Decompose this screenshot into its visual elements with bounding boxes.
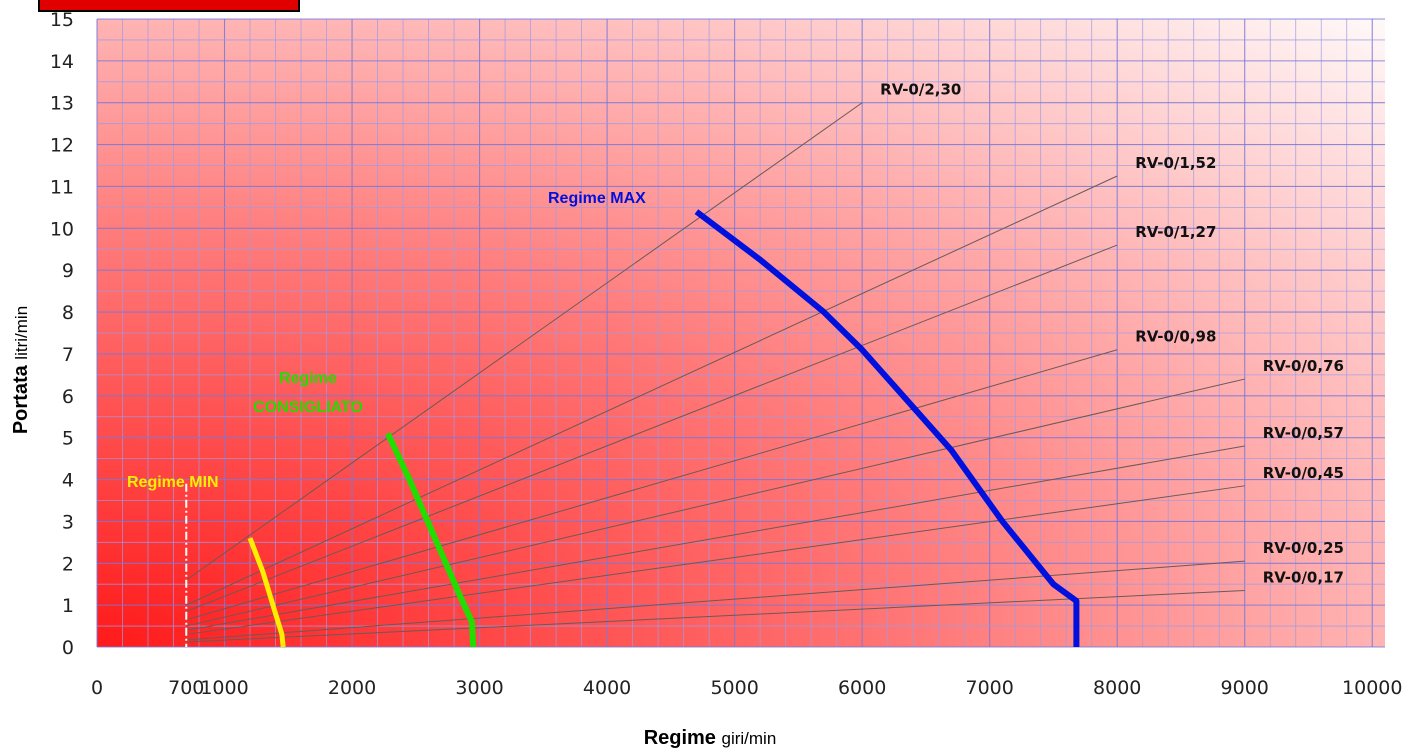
ratio-line: [186, 445, 1245, 631]
y-tick-label: 14: [50, 51, 74, 73]
x-tick-label: 8000: [1093, 677, 1141, 699]
y-tick-label: 6: [62, 386, 74, 408]
x-tick-label: 9000: [1221, 677, 1269, 699]
curve-line: [694, 209, 1080, 647]
y-tick-label: 5: [62, 428, 74, 450]
x-tick-label: 10000: [1342, 677, 1402, 699]
y-tick-label: 15: [50, 9, 74, 31]
ratio-label: RV-0/0,57: [1263, 424, 1344, 442]
x-tick-label: 2000: [328, 677, 376, 699]
y-tick-label: 10: [50, 218, 74, 240]
x-tick-label: 4000: [583, 677, 631, 699]
y-axis-title: Portata litri/min: [10, 306, 32, 434]
x-axis-title: Regime giri/min: [644, 727, 777, 749]
ratio-label: RV-0/1,27: [1135, 223, 1216, 241]
ratio-line: [185, 102, 863, 581]
regime-max-label: Regime MAX: [548, 190, 646, 207]
y-tick-label: 2: [62, 553, 74, 575]
ratio-label: RV-0/2,30: [880, 81, 961, 99]
y-tick-label: 8: [62, 302, 74, 324]
curve-line: [385, 432, 477, 648]
ratio-label: RV-0/0,25: [1263, 539, 1344, 557]
x-tick-label: 6000: [838, 677, 886, 699]
ratio-line: [186, 589, 1245, 643]
y-tick-label: 7: [62, 344, 74, 366]
regime-min-label: Regime MIN: [127, 474, 219, 491]
ratio-line: [186, 175, 1118, 606]
y-tick-label: 12: [50, 135, 74, 157]
ratio-line: [186, 349, 1118, 621]
y-tick-label: 9: [62, 260, 74, 282]
regime-consigliato-label: CONSIGLIATO: [253, 399, 363, 416]
ratio-line: [186, 378, 1245, 627]
x-tick-label: 1000: [200, 677, 248, 699]
ratio-label: RV-0/0,45: [1263, 464, 1344, 482]
ratio-line: [186, 485, 1245, 635]
labels: RV-0/2,30 RV-0/1,52 RV-0/1,27 RV-0/0,98 RV-0…: [127, 81, 1344, 587]
ratio-label: RV-0/0,17: [1263, 568, 1344, 586]
y-tick-label: 11: [50, 176, 74, 198]
y-tick-label: 4: [62, 470, 74, 492]
x-tick-label: 7000: [965, 677, 1013, 699]
ratio-line: [186, 560, 1245, 641]
ratio-line: [186, 244, 1118, 612]
ratio-label: RV-0/0,76: [1263, 357, 1344, 375]
curves: [247, 209, 1080, 648]
x-tick-label: 0: [91, 677, 103, 699]
y-tick-label: 3: [62, 511, 74, 533]
header-box: [38, 0, 300, 12]
y-tick-label: 1: [62, 595, 74, 617]
ratio-label: RV-0/0,98: [1135, 328, 1216, 346]
regime-consigliato-label: Regime: [279, 370, 337, 387]
y-tick-label: 13: [50, 93, 74, 115]
ratio-lines: [185, 102, 1245, 647]
y-tick-label: 0: [62, 637, 74, 659]
x-tick-label: 700: [168, 677, 204, 699]
ratio-label: RV-0/1,52: [1135, 154, 1216, 172]
x-tick-label: 3000: [455, 677, 503, 699]
curve-line: [247, 537, 286, 648]
x-tick-label: 5000: [710, 677, 758, 699]
